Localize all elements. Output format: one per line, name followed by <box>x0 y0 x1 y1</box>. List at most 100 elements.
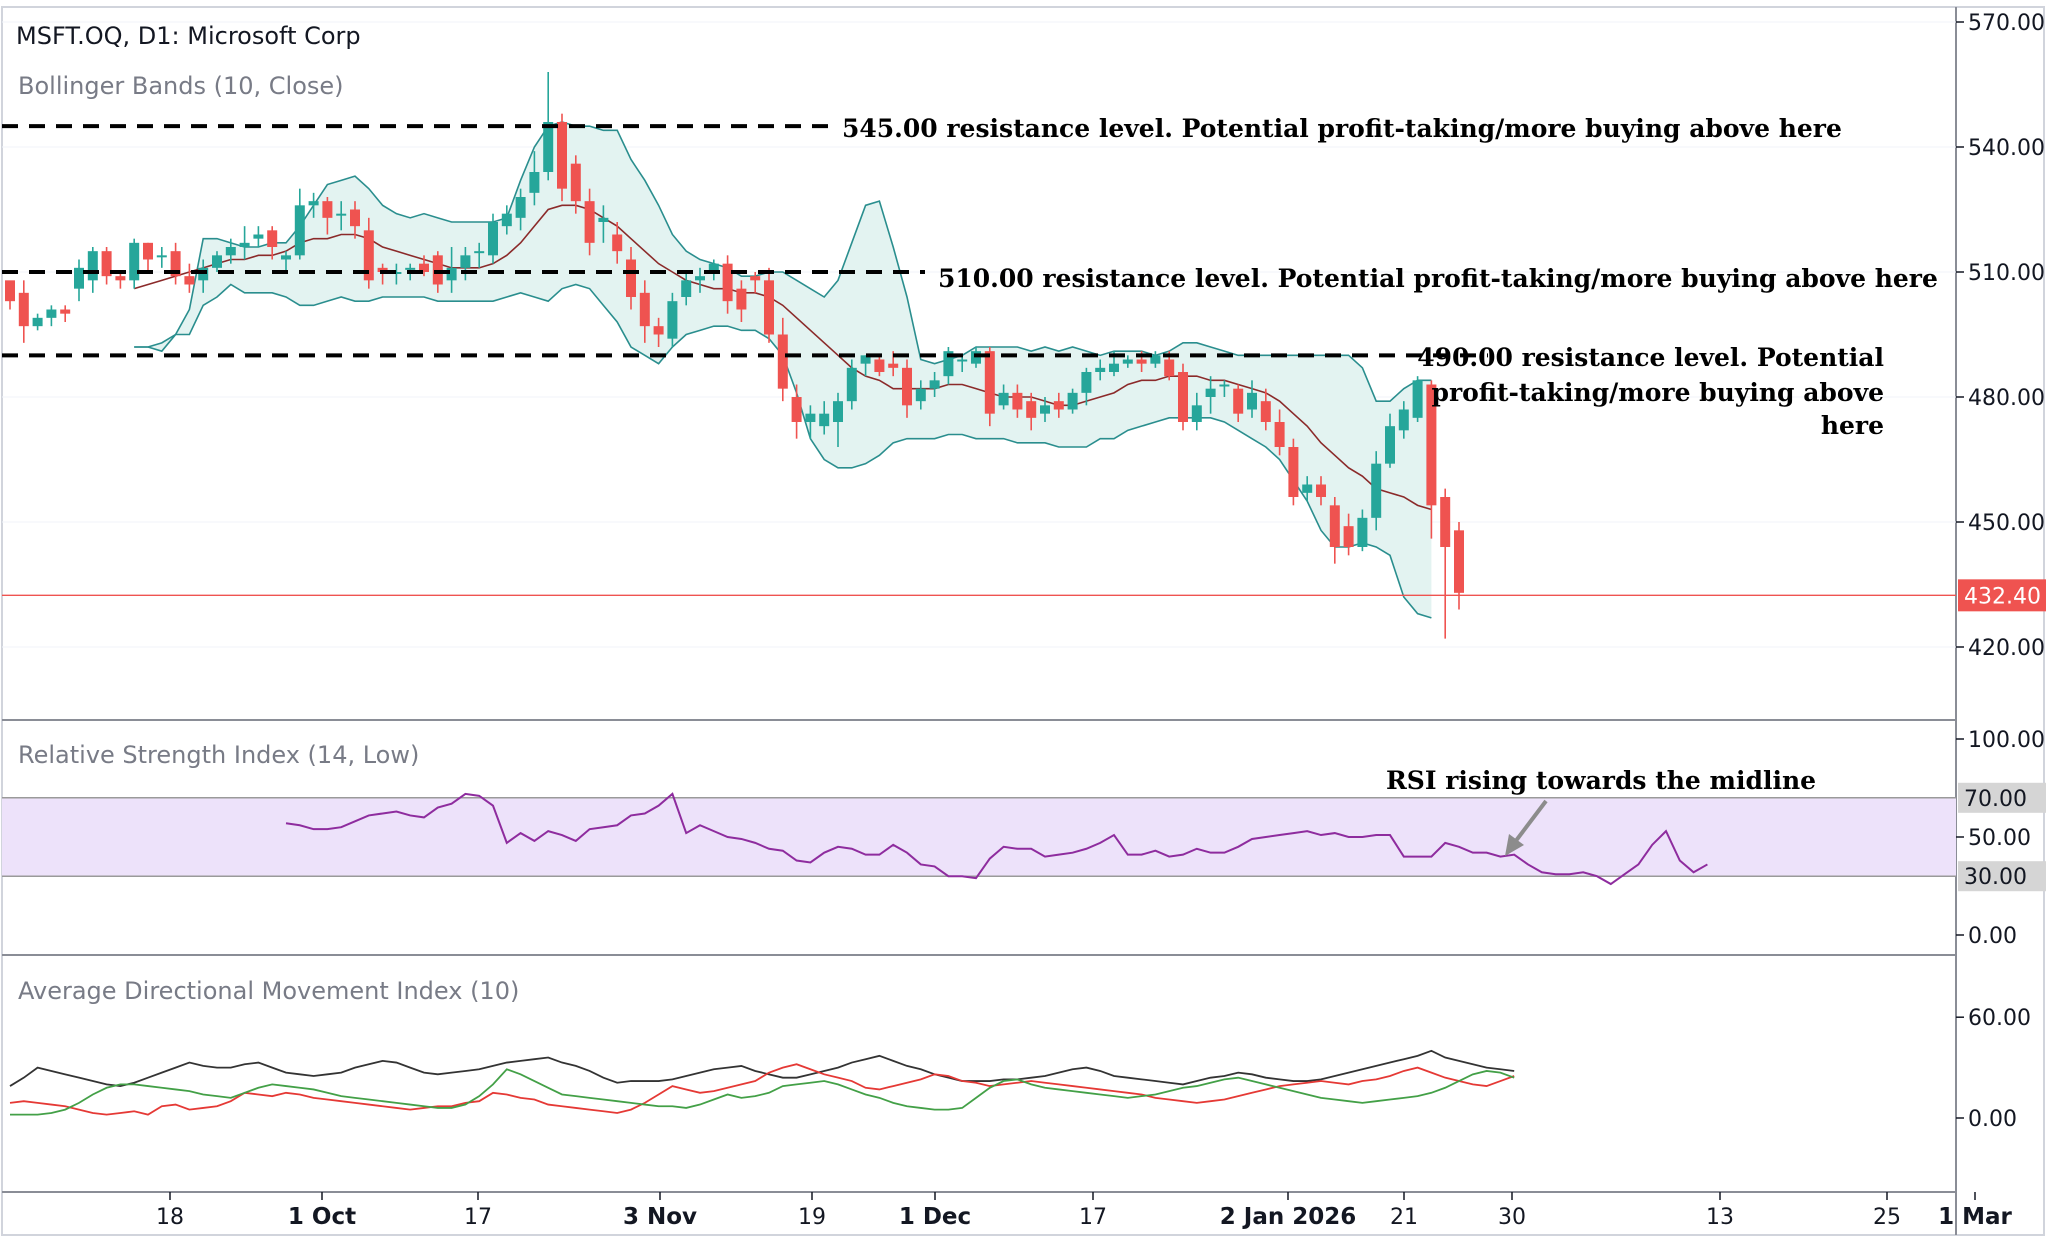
candle-body <box>129 242 140 281</box>
candle-body <box>46 309 57 318</box>
candle-body <box>1329 505 1340 547</box>
candle-body <box>281 255 291 260</box>
adx-indicator-label: Average Directional Movement Index (10) <box>18 977 519 1005</box>
time-tick: 1 Mar <box>1938 1204 2012 1230</box>
candle-body <box>764 280 774 335</box>
time-tick: 1 Oct <box>288 1204 356 1230</box>
candle-body <box>1274 422 1285 447</box>
time-tick: 17 <box>464 1205 492 1230</box>
candle-body <box>1122 359 1133 364</box>
candle-body <box>1302 484 1313 493</box>
candle-body <box>446 267 457 281</box>
candle-body <box>957 359 968 362</box>
rsi-tick: 0.00 <box>1968 924 2017 949</box>
price-tick: 480.00 <box>1968 386 2045 411</box>
candle-body <box>943 351 954 377</box>
candle-body <box>212 255 222 268</box>
time-tick: 19 <box>798 1205 826 1230</box>
annotation-510: 510.00 resistance level. Potential profi… <box>938 264 1938 293</box>
candle-body <box>87 251 98 281</box>
rsi-indicator-label: Relative Strength Index (14, Low) <box>18 741 419 769</box>
candle-body <box>570 163 581 202</box>
candle-body <box>612 234 623 252</box>
candle-body <box>267 230 278 247</box>
time-tick: 30 <box>1498 1205 1526 1230</box>
candle-body <box>1136 359 1147 364</box>
candle-body <box>846 367 857 402</box>
annotation-545: 545.00 resistance level. Potential profi… <box>842 114 1842 143</box>
rsi-level-badge <box>1958 861 2046 892</box>
candle-body <box>363 230 374 281</box>
candle-body <box>888 363 899 368</box>
bb-fill <box>134 122 1432 618</box>
candle-body <box>1288 447 1299 497</box>
candle-body <box>488 222 498 256</box>
price-tick: 450.00 <box>1968 511 2045 536</box>
candle-body <box>557 122 567 189</box>
candle-body <box>1053 401 1064 410</box>
candle-body <box>805 413 816 422</box>
candle-body <box>722 263 733 302</box>
bb-indicator-label: Bollinger Bands (10, Close) <box>18 72 344 100</box>
candle-body <box>584 201 595 243</box>
time-tick: 17 <box>1079 1205 1107 1230</box>
candle-body <box>474 251 485 254</box>
time-tick: 13 <box>1706 1205 1734 1230</box>
candle-body <box>860 355 871 364</box>
plus-di-line <box>9 1063 1515 1116</box>
candle-body <box>1095 367 1106 372</box>
adx-plot <box>9 1049 1515 1116</box>
time-tick: 3 Nov <box>623 1204 697 1230</box>
candle-body <box>639 292 650 327</box>
candle-body <box>1026 401 1037 418</box>
candle-body <box>101 251 112 277</box>
candle-body <box>543 122 554 172</box>
price-tick: 420.00 <box>1968 636 2045 661</box>
candle-body <box>1440 497 1451 547</box>
candle-body <box>419 263 429 272</box>
candle-body <box>60 309 71 314</box>
candle-body <box>308 201 319 206</box>
candle-body <box>1164 359 1175 377</box>
candle-body <box>74 267 84 289</box>
minus-di-line <box>10 1068 1515 1116</box>
candle-body <box>819 413 830 427</box>
candle-body <box>1219 384 1230 387</box>
candle-body <box>915 388 926 402</box>
time-tick: 18 <box>156 1205 184 1230</box>
chart-title: MSFT.OQ, D1: Microsoft Corp <box>16 22 361 50</box>
candle-body <box>1205 388 1216 397</box>
rsi-arrow <box>1505 799 1548 856</box>
candle-body <box>350 209 360 227</box>
candle-body <box>529 172 540 193</box>
candle-body <box>777 334 788 389</box>
price-tick: 570.00 <box>1968 11 2045 36</box>
rsi-tick: 100.00 <box>1968 728 2045 753</box>
time-tick: 2 Jan 2026 <box>1220 1204 1356 1230</box>
candle-body <box>833 401 843 422</box>
candle-body <box>225 247 236 256</box>
candle-body <box>391 272 402 274</box>
candle-body <box>1343 526 1354 547</box>
candle-body <box>1412 380 1423 418</box>
candle-body <box>5 280 15 302</box>
time-axis: 18 1 Oct 17 3 Nov 19 1 Dec 17 2 Jan 2026 21 30 13 2… <box>156 1192 2013 1230</box>
rsi-line <box>285 792 1708 886</box>
bb-middle-line <box>133 204 1432 511</box>
price-tick: 540.00 <box>1968 136 2045 161</box>
rsi-tick: 50.00 <box>1968 826 2031 851</box>
candle-body <box>1109 363 1119 372</box>
candle-body <box>1150 355 1161 364</box>
candle-body <box>1385 426 1395 464</box>
candle-body <box>1357 517 1368 547</box>
rsi-tick: 30.00 <box>1964 865 2027 890</box>
annotation-490-line3: here <box>1821 411 1884 440</box>
rsi-tick: 70.00 <box>1964 787 2027 812</box>
candle-body <box>598 217 609 222</box>
candle-body <box>1260 401 1271 422</box>
candle-body <box>501 213 512 227</box>
candle-body <box>681 280 692 297</box>
candle-body <box>156 255 167 258</box>
candle-body <box>626 259 636 297</box>
